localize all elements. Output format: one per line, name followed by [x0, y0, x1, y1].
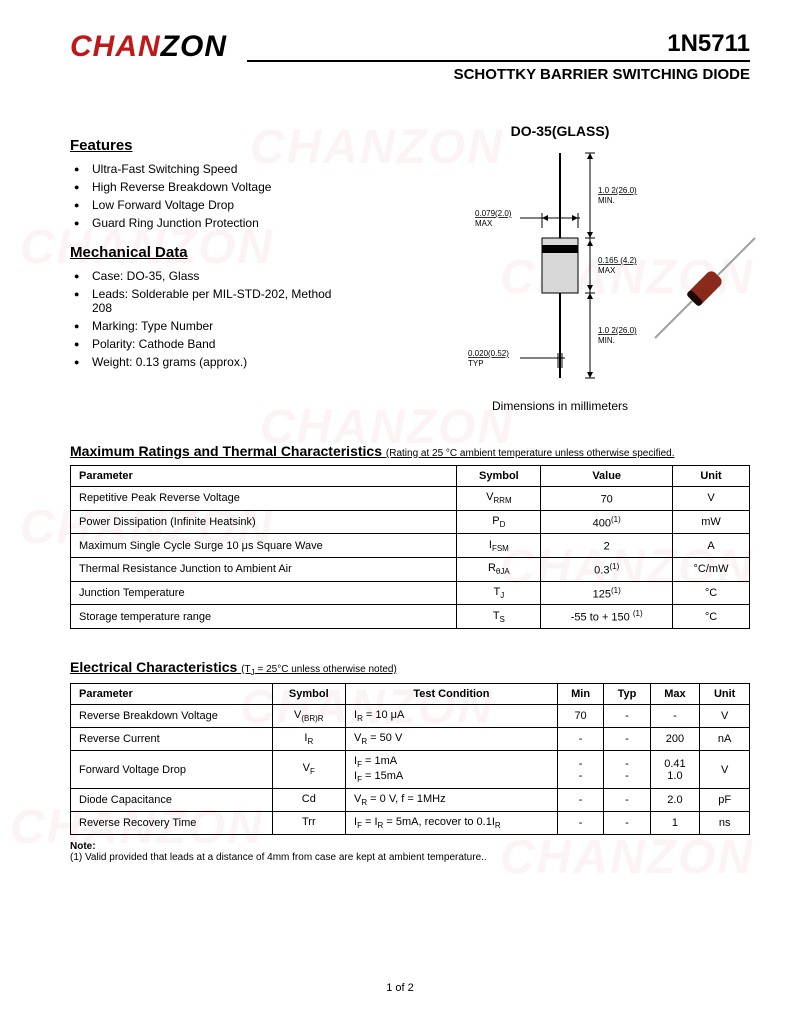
mechanical-title: Mechanical Data	[70, 244, 350, 261]
elec-char-table: Parameter Symbol Test Condition Min Typ …	[70, 683, 750, 835]
brand-logo: CHANZON	[70, 30, 227, 64]
col-header: Typ	[604, 683, 650, 704]
feature-item: Guard Ring Junction Protection	[74, 216, 350, 230]
features-list: Ultra-Fast Switching Speed High Reverse …	[70, 162, 350, 230]
footnote: Note: (1) Valid provided that leads at a…	[70, 841, 750, 863]
table-row: Reverse Current IR VR = 50 V - - 200 nA	[71, 728, 750, 751]
features-title: Features	[70, 137, 350, 154]
mech-item: Polarity: Cathode Band	[74, 337, 350, 351]
package-diagram: 1.0 2(26.0) MIN. 0.165 (4.2) MAX	[370, 143, 750, 393]
svg-text:MAX: MAX	[475, 219, 493, 228]
part-number: 1N5711	[247, 30, 750, 62]
table-row: Diode Capacitance Cd VR = 0 V, f = 1MHz …	[71, 788, 750, 811]
mech-item: Leads: Solderable per MIL-STD-202, Metho…	[74, 287, 350, 315]
feature-item: High Reverse Breakdown Voltage	[74, 180, 350, 194]
svg-text:TYP: TYP	[468, 359, 484, 368]
svg-text:MAX: MAX	[598, 266, 616, 275]
table-row: Forward Voltage Drop VF IF = 1mAIF = 15m…	[71, 751, 750, 788]
svg-text:1.0 2(26.0): 1.0 2(26.0)	[598, 326, 637, 335]
col-header: Unit	[700, 683, 750, 704]
svg-text:MIN.: MIN.	[598, 336, 615, 345]
dim-lead-top: 1.0 2(26.0)	[598, 186, 637, 195]
max-ratings-title: Maximum Ratings and Thermal Characterist…	[70, 443, 750, 459]
logo-part1: CHAN	[70, 30, 161, 63]
col-header: Parameter	[71, 466, 457, 487]
svg-text:0.165 (4.2): 0.165 (4.2)	[598, 256, 637, 265]
svg-text:MIN.: MIN.	[598, 196, 615, 205]
mech-item: Weight: 0.13 grams (approx.)	[74, 355, 350, 369]
elec-subtitle: (TJ = 25°C unless otherwise noted)	[241, 664, 397, 675]
feature-item: Ultra-Fast Switching Speed	[74, 162, 350, 176]
table-row: Storage temperature range TS -55 to + 15…	[71, 605, 750, 629]
dimensions-note: Dimensions in millimeters	[370, 399, 750, 413]
svg-text:0.020(0.52): 0.020(0.52)	[468, 349, 509, 358]
logo-part2: ZON	[161, 30, 227, 63]
col-header: Symbol	[457, 466, 541, 487]
table-row: Maximum Single Cycle Surge 10 μs Square …	[71, 534, 750, 558]
col-header: Max	[650, 683, 700, 704]
table-row: Junction Temperature TJ 125(1) °C	[71, 581, 750, 605]
table-row: Repetitive Peak Reverse Voltage VRRM 70 …	[71, 487, 750, 511]
feature-item: Low Forward Voltage Drop	[74, 198, 350, 212]
mech-item: Case: DO-35, Glass	[74, 269, 350, 283]
col-header: Symbol	[272, 683, 345, 704]
elec-title: Electrical Characteristics (TJ = 25°C un…	[70, 659, 750, 677]
page-number: 1 of 2	[0, 982, 800, 994]
svg-text:0.079(2.0): 0.079(2.0)	[475, 209, 512, 218]
header: CHANZON 1N5711 SCHOTTKY BARRIER SWITCHIN…	[70, 30, 750, 83]
product-subtitle: SCHOTTKY BARRIER SWITCHING DIODE	[247, 66, 750, 83]
mech-item: Marking: Type Number	[74, 319, 350, 333]
table-row: Reverse Recovery Time Trr IF = IR = 5mA,…	[71, 811, 750, 834]
component-photo	[640, 223, 770, 353]
col-header: Test Condition	[346, 683, 558, 704]
col-header: Value	[541, 466, 673, 487]
mechanical-list: Case: DO-35, Glass Leads: Solderable per…	[70, 269, 350, 369]
table-row: Reverse Breakdown Voltage V(BR)R IR = 10…	[71, 704, 750, 727]
col-header: Unit	[673, 466, 750, 487]
max-ratings-table: Parameter Symbol Value Unit Repetitive P…	[70, 465, 750, 629]
table-row: Power Dissipation (Infinite Heatsink) PD…	[71, 510, 750, 534]
col-header: Min	[557, 683, 604, 704]
table-row: Thermal Resistance Junction to Ambient A…	[71, 557, 750, 581]
col-header: Parameter	[71, 683, 273, 704]
package-label: DO-35(GLASS)	[370, 123, 750, 139]
